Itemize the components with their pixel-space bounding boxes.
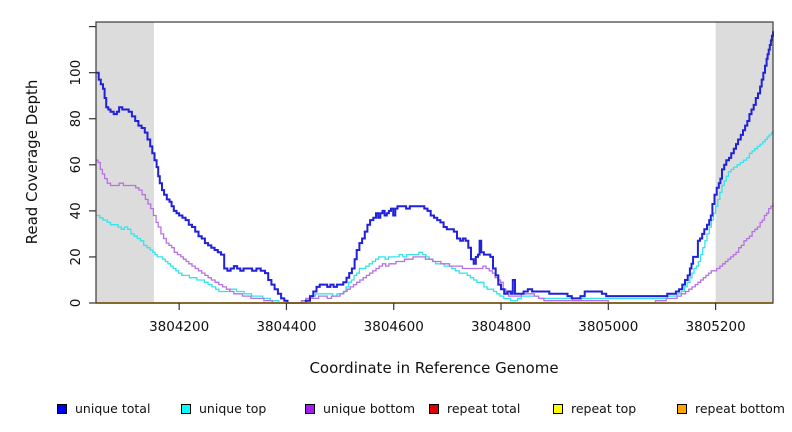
legend-item-unique-top: unique top: [181, 398, 266, 420]
x-axis-title: Coordinate in Reference Genome: [309, 359, 558, 377]
shaded-region: [715, 22, 773, 303]
x-tick-label: 3805200: [686, 319, 746, 335]
legend-swatch-icon: [677, 404, 687, 414]
x-tick-label: 3804800: [471, 319, 531, 335]
legend-swatch-icon: [553, 404, 563, 414]
y-tick-label: 20: [68, 248, 84, 265]
legend-label: unique top: [199, 401, 267, 416]
axis-ticks: [89, 26, 717, 310]
series-line-unique-bottom: [96, 159, 774, 304]
legend: unique total unique top unique bottom repea…: [0, 398, 792, 422]
series-line-unique-top: [96, 130, 774, 304]
legend-item-unique-bottom: unique bottom: [305, 398, 415, 420]
legend-label: repeat total: [447, 401, 521, 416]
legend-item-unique-total: unique total: [57, 398, 150, 420]
y-tick-label: 80: [68, 110, 84, 127]
y-tick-label: 0: [68, 299, 84, 308]
legend-label: repeat top: [571, 401, 637, 416]
legend-swatch-icon: [57, 404, 67, 414]
legend-swatch-icon: [181, 404, 191, 414]
legend-swatch-icon: [429, 404, 439, 414]
legend-item-repeat-top: repeat top: [553, 398, 636, 420]
axis-tick-labels: 3804200 3804400 3804600 3804800 3805000 38052…: [68, 60, 746, 335]
plot-border: [95, 21, 774, 304]
shaded-regions: [96, 22, 773, 303]
series-lines: [96, 31, 774, 304]
legend-label: unique bottom: [323, 401, 416, 416]
y-axis-title: Read Coverage Depth: [23, 80, 41, 245]
legend-swatch-icon: [305, 404, 315, 414]
legend-item-repeat-bottom: repeat bottom: [677, 398, 785, 420]
legend-label: repeat bottom: [695, 401, 785, 416]
x-tick-label: 3804600: [364, 319, 424, 335]
legend-item-repeat-total: repeat total: [429, 398, 520, 420]
legend-label: unique total: [75, 401, 151, 416]
y-tick-label: 40: [68, 202, 84, 219]
x-tick-label: 3805000: [578, 319, 638, 335]
y-tick-label: 60: [68, 156, 84, 173]
plot-box: [95, 21, 774, 304]
shaded-region: [96, 22, 154, 303]
y-tick-label: 100: [68, 60, 84, 86]
series-line-unique-total: [96, 31, 774, 304]
x-tick-label: 3804400: [256, 319, 316, 335]
x-tick-label: 3804200: [149, 319, 209, 335]
